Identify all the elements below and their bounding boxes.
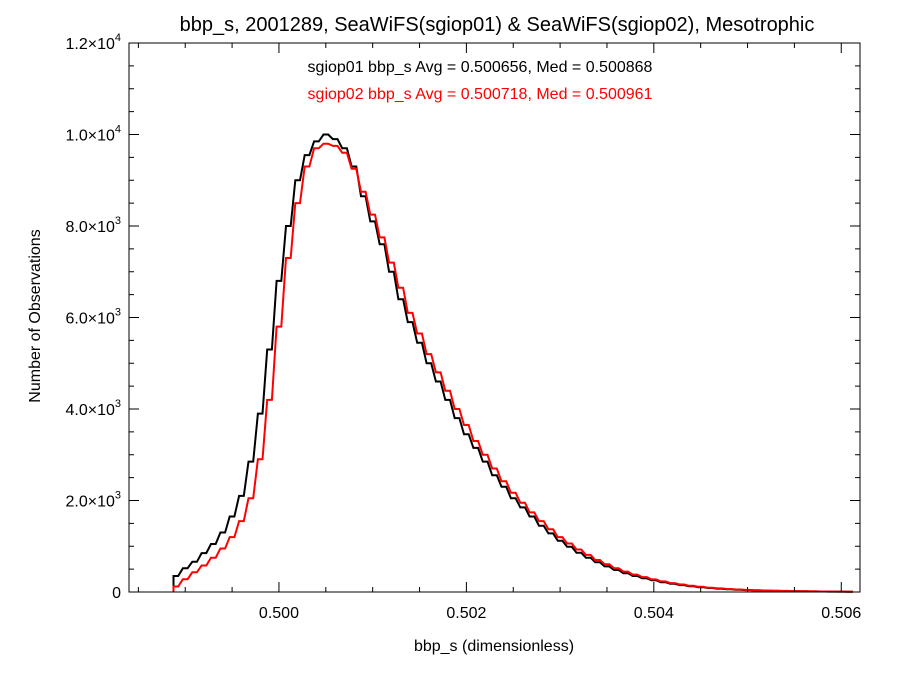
y-tick-label: 1.2×104 <box>65 32 121 53</box>
axes-layer: 0.500 0.502 0.504 0.506 0 2.0×103 4.0×103 6.0×1… <box>65 32 861 622</box>
y-tick-label: 4.0×103 <box>65 398 121 419</box>
annotation-sgiop01: sgiop01 bbp_s Avg = 0.500656, Med = 0.50… <box>308 59 653 76</box>
histogram-series-2 <box>172 142 853 593</box>
annotation-sgiop02: sgiop02 bbp_s Avg = 0.500718, Med = 0.50… <box>308 86 653 103</box>
y-axis-label: Number of Observations <box>27 229 44 402</box>
y-tick-label: 1.0×104 <box>65 124 121 145</box>
x-tick-label: 0.504 <box>634 605 674 622</box>
chart-title: bbp_s, 2001289, SeaWiFS(sgiop01) & SeaWi… <box>180 14 815 36</box>
x-tick-label: 0.500 <box>259 605 299 622</box>
x-tick-label: 0.502 <box>446 605 486 622</box>
plot-frame <box>128 42 861 593</box>
y-tick-label: 8.0×103 <box>65 215 121 236</box>
histogram-series-1 <box>172 133 853 593</box>
series-layer <box>172 133 853 593</box>
x-axis-label: bbp_s (dimensionless) <box>414 638 574 655</box>
y-tick-label: 0 <box>112 585 121 602</box>
y-tick-label: 2.0×103 <box>65 490 121 511</box>
y-tick-label: 6.0×103 <box>65 307 121 328</box>
x-tick-label: 0.506 <box>821 605 861 622</box>
